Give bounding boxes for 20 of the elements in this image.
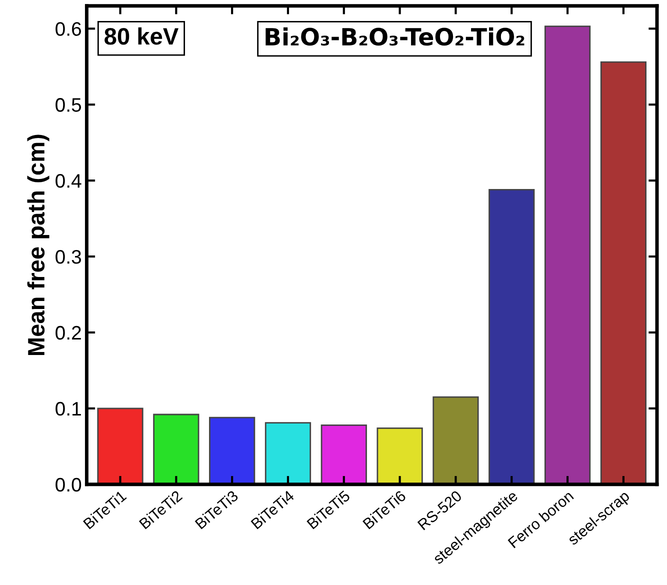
annotation: 80 keV — [104, 27, 178, 45]
bar — [320, 424, 367, 484]
y-tick-label: 0.4 — [56, 174, 82, 188]
text: Bi₂O₃-B₂O₃-TeO₂-TiO₂ — [266, 27, 524, 46]
bar — [264, 422, 312, 484]
y-tick-label: 0.2 — [56, 326, 81, 340]
bar — [488, 188, 535, 484]
bar — [600, 61, 647, 484]
bar — [153, 414, 200, 484]
y-tick-label: 0.0 — [56, 478, 82, 492]
y-tick-label: 0.1 — [56, 402, 81, 416]
bar — [209, 416, 256, 484]
bar — [544, 26, 591, 484]
y-axis-title: Mean free path (cm) — [27, 134, 50, 356]
y-tick-label: 0.6 — [56, 22, 81, 36]
y-tick-label: 0.3 — [56, 250, 81, 264]
bar — [97, 408, 144, 484]
y-tick-label: 0.5 — [56, 98, 82, 112]
bar — [432, 396, 479, 484]
bar — [376, 427, 423, 484]
